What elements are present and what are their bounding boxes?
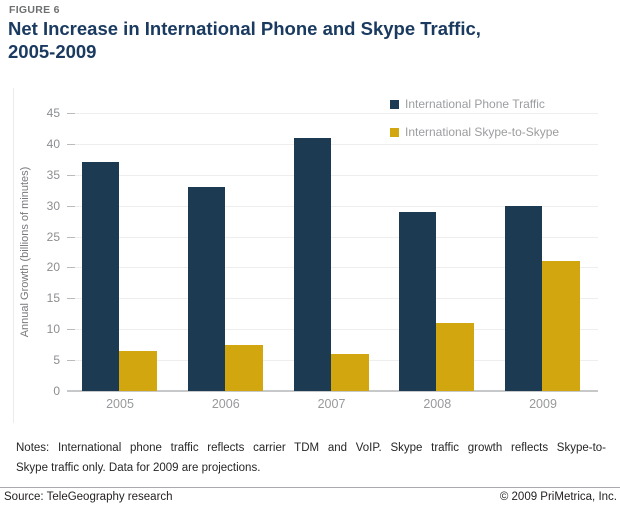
y-tick-label-15: 15 bbox=[46, 291, 60, 306]
y-tick-label-30: 30 bbox=[46, 198, 60, 213]
bar-2005-international-phone-traffic bbox=[82, 162, 119, 391]
gridline-45 bbox=[67, 113, 598, 114]
y-tick-label-45: 45 bbox=[46, 106, 60, 120]
gridline-40 bbox=[67, 143, 598, 145]
chart-title-line1: Net Increase in International Phone and … bbox=[8, 18, 481, 39]
x-axis-label-2005: 2005 bbox=[106, 397, 134, 411]
legend-label-international-skype-to-skype: International Skype-to-Skype bbox=[405, 125, 560, 139]
gridline-10 bbox=[67, 329, 598, 331]
bar-2009-international-skype-to-skype bbox=[542, 261, 580, 391]
y-tick-label-20: 20 bbox=[46, 260, 60, 275]
legend-item-international-skype-to-skype: International Skype-to-Skype bbox=[390, 125, 559, 139]
y-tick-label-35: 35 bbox=[46, 167, 60, 182]
y-tick-mark-45 bbox=[67, 113, 75, 114]
x-axis-label-2008: 2008 bbox=[423, 397, 452, 411]
gridline-35 bbox=[67, 174, 598, 176]
y-tick-mark-25 bbox=[67, 236, 75, 238]
x-axis-label-2006: 2006 bbox=[211, 397, 240, 411]
y-tick-label-0: 0 bbox=[53, 384, 60, 398]
legend-swatch-international-skype-to-skype bbox=[390, 127, 399, 137]
bar-2005-international-skype-to-skype bbox=[119, 350, 157, 391]
y-tick-mark-5 bbox=[67, 360, 75, 362]
y-tick-label-5: 5 bbox=[53, 353, 60, 368]
y-tick-label-25: 25 bbox=[46, 229, 60, 244]
notes-line-2: Skype traffic only. Data for 2009 are pr… bbox=[16, 462, 261, 474]
source-row: Source: TeleGeography research © 2009 Pr… bbox=[0, 491, 620, 503]
gridline-15 bbox=[67, 298, 598, 300]
source-text: Source: TeleGeography research bbox=[4, 491, 173, 503]
chart-panel-left-edge bbox=[13, 88, 14, 423]
bar-2006-international-phone-traffic bbox=[187, 187, 225, 391]
gridline-20 bbox=[67, 267, 598, 269]
legend-swatch-international-phone-traffic bbox=[390, 99, 399, 109]
y-tick-mark-10 bbox=[67, 329, 75, 331]
gridline-30 bbox=[67, 205, 598, 207]
legend-item-international-phone-traffic: International Phone Traffic bbox=[390, 97, 545, 111]
legend-label-international-phone-traffic: International Phone Traffic bbox=[405, 97, 545, 111]
y-tick-mark-40 bbox=[67, 143, 75, 145]
bar-2008-international-skype-to-skype bbox=[436, 323, 475, 391]
x-axis-line bbox=[67, 390, 598, 392]
figure-label: FIGURE 6 bbox=[9, 4, 60, 16]
y-tick-label-10: 10 bbox=[46, 322, 60, 337]
bar-2006-international-skype-to-skype bbox=[224, 344, 263, 391]
y-tick-mark-15 bbox=[67, 298, 75, 300]
y-tick-mark-20 bbox=[67, 267, 75, 269]
copyright-text: © 2009 PriMetrica, Inc. bbox=[499, 491, 617, 503]
y-tick-mark-35 bbox=[67, 174, 75, 176]
gridline-25 bbox=[67, 236, 598, 238]
y-tick-mark-30 bbox=[67, 205, 75, 207]
x-axis-label-2009: 2009 bbox=[529, 397, 557, 411]
chart-title-line2: 2005-2009 bbox=[8, 41, 97, 62]
bar-2007-international-phone-traffic bbox=[293, 137, 331, 391]
bar-2008-international-phone-traffic bbox=[399, 211, 437, 391]
footer-divider bbox=[0, 487, 620, 488]
bar-2007-international-skype-to-skype bbox=[330, 353, 369, 391]
y-axis-label: Annual Growth (billions of minutes) bbox=[19, 166, 31, 338]
bar-2009-international-phone-traffic bbox=[505, 205, 542, 391]
notes-line-1: Notes: International phone traffic refle… bbox=[16, 442, 606, 454]
notes: Notes: International phone traffic refle… bbox=[16, 438, 606, 478]
y-tick-label-40: 40 bbox=[46, 136, 60, 151]
chart-title: Net Increase in International Phone and … bbox=[8, 17, 608, 63]
x-axis-label-2007: 2007 bbox=[317, 397, 346, 411]
